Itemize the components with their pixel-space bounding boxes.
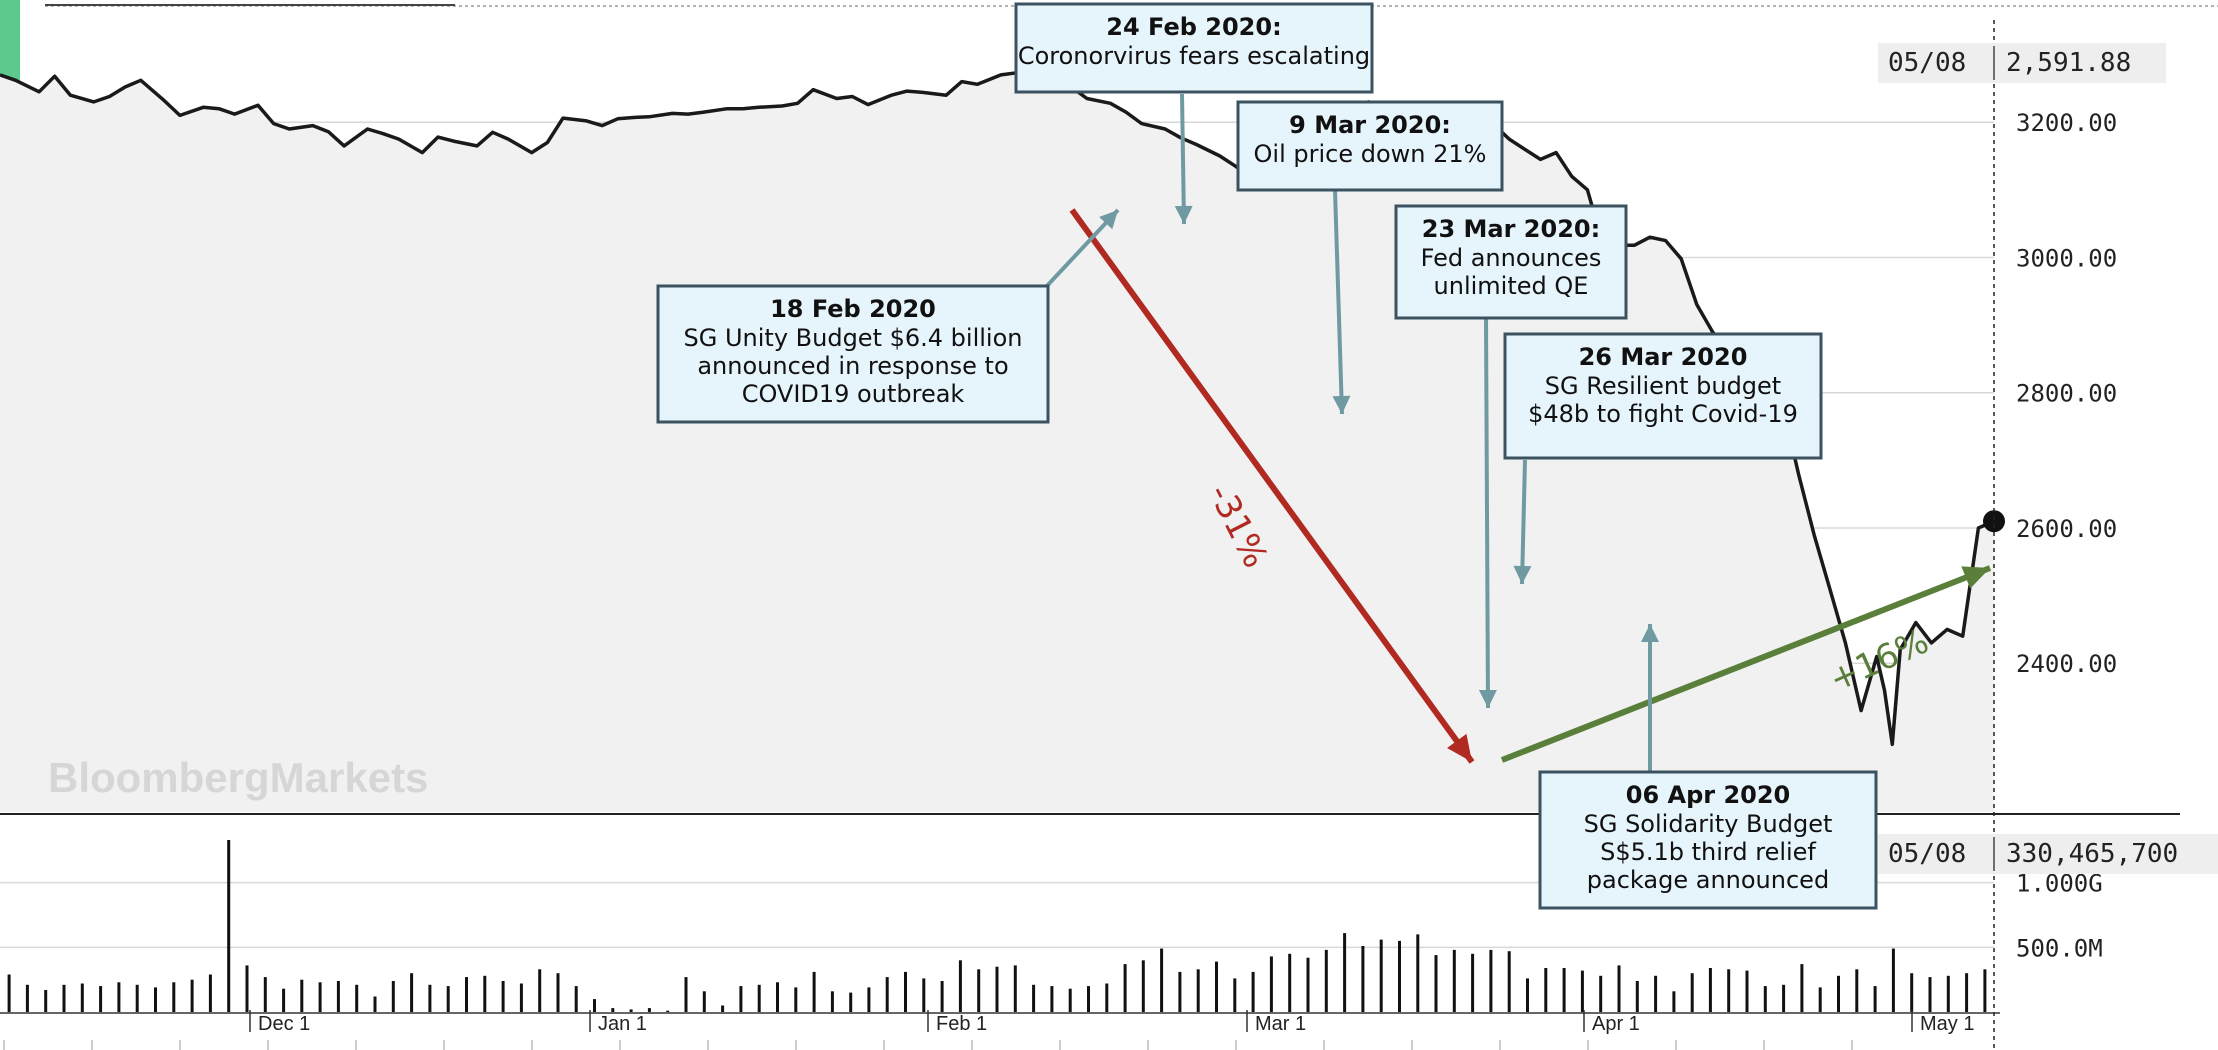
pointer-24feb-head: [1174, 205, 1193, 224]
callout-title: 18 Feb 2020: [770, 295, 936, 323]
trend-up-arrow-head: [1961, 566, 1990, 589]
pointer-9mar: [1333, 189, 1344, 415]
callout-title: 26 Mar 2020: [1579, 343, 1748, 371]
pointer-06apr-head: [1641, 624, 1659, 642]
price-tick-label: 3200.00: [2016, 109, 2117, 137]
callout-line: Coronorvirus fears escalating: [1018, 42, 1370, 70]
volume-readout-box: [1878, 834, 2218, 874]
callout-frame: [1014, 2, 1374, 94]
callout-box: 9 Mar 2020:Oil price down 21%: [1236, 100, 1504, 192]
trend-down-arrow: [1069, 208, 1475, 764]
callout-line: announced in response to: [697, 352, 1008, 380]
pointer-18feb-head: [1099, 210, 1118, 230]
x-tick-label: May 1: [1920, 1013, 1974, 1035]
x-tick-label: Mar 1: [1255, 1013, 1306, 1035]
price-tick-label: 2400.00: [2016, 650, 2117, 678]
callout-line: unlimited QE: [1434, 272, 1589, 300]
pointer-23mar: [1484, 317, 1490, 709]
callout-title: 23 Mar 2020:: [1422, 215, 1600, 243]
callout-frame: [656, 284, 1050, 424]
x-tick-label: Feb 1: [936, 1013, 987, 1035]
callout-line: Fed announces: [1421, 244, 1602, 272]
x-tick-label: Apr 1: [1592, 1013, 1640, 1035]
price-tick-label: 3000.00: [2016, 244, 2117, 272]
callout-line: Oil price down 21%: [1254, 140, 1487, 168]
callout-box: 24 Feb 2020:Coronorvirus fears escalatin…: [1014, 2, 1374, 94]
callout-frame: [1394, 204, 1628, 320]
x-tick-label: Dec 1: [258, 1013, 310, 1035]
callout-line: SG Resilient budget: [1545, 372, 1781, 400]
volume-readout-value: 330,465,700: [2006, 839, 2178, 869]
volume-tick-label: 500.0M: [2016, 934, 2103, 962]
volume-panel: 1.000G 500.0M 05/08 330,465,700 Dec 1 Jan 1 Fe…: [0, 834, 2218, 1050]
callout-line: SG Solidarity Budget: [1584, 810, 1833, 838]
annotation-layer: -31%+16%24 Feb 2020:Coronorvirus fears e…: [656, 2, 1992, 910]
callout-line: package announced: [1587, 866, 1829, 894]
pointer-26mar: [1520, 459, 1527, 585]
callout-title: 9 Mar 2020:: [1289, 111, 1451, 139]
callout-frame: [1538, 770, 1878, 910]
price-readout-date: 05/08: [1888, 48, 1966, 78]
trend-down-arrow-head: [1447, 733, 1472, 762]
pointer-9mar-head: [1332, 395, 1351, 414]
callout-line: SG Unity Budget $6.4 billion: [684, 324, 1023, 352]
price-tick-label: 2600.00: [2016, 515, 2117, 543]
callout-frame: [1503, 332, 1823, 460]
callout-line: COVID19 outbreak: [742, 380, 965, 408]
pointer-23mar-head: [1478, 689, 1497, 708]
callout-line: S$5.1b third relief: [1600, 838, 1816, 866]
price-readout-value: 2,591.88: [2006, 48, 2131, 78]
volume-tick-label: 1.000G: [2016, 870, 2103, 898]
price-readout-box: [1878, 43, 2166, 83]
volume-readout-date: 05/08: [1888, 839, 1966, 869]
pointer-24feb: [1180, 93, 1186, 225]
price-tick-label: 2800.00: [2016, 380, 2117, 408]
trend-up-arrow: [1500, 565, 1992, 763]
last-price-dot: [1983, 510, 2005, 533]
callout-title: 06 Apr 2020: [1626, 781, 1791, 809]
pointer-26mar-head: [1513, 565, 1532, 584]
callout-frame: [1236, 100, 1504, 192]
callout-line: $48b to fight Covid-19: [1528, 400, 1798, 428]
callout-title: 24 Feb 2020:: [1106, 13, 1281, 41]
x-tick-label: Jan 1: [598, 1013, 647, 1035]
brand-watermark: BloombergMarkets: [48, 754, 428, 801]
